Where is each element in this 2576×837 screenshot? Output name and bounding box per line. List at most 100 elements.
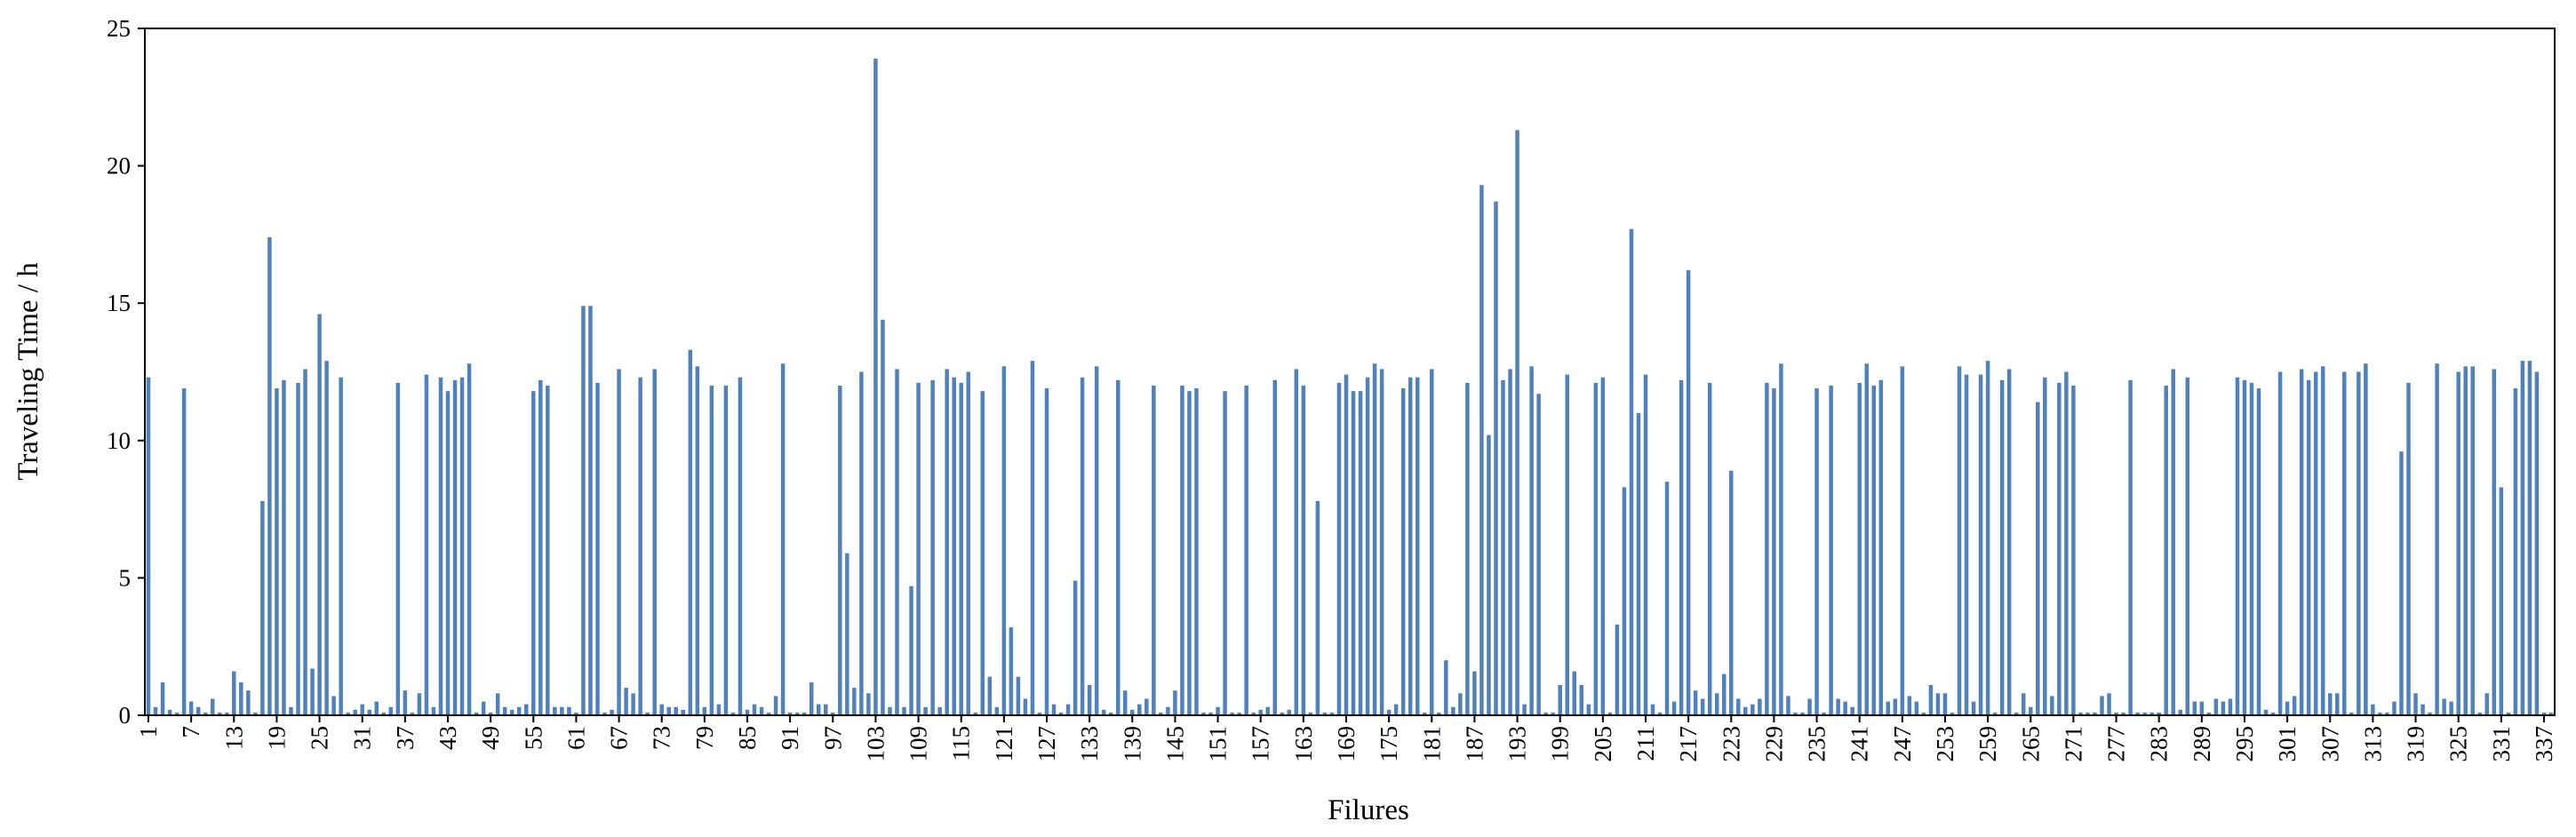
- x-tick-label: 181: [1418, 726, 1445, 762]
- bar: [602, 712, 607, 715]
- bar: [1358, 391, 1363, 715]
- bar: [738, 377, 743, 715]
- bar: [438, 377, 443, 715]
- x-tick-label: 61: [562, 726, 589, 750]
- bar: [1487, 434, 1491, 715]
- bar: [2149, 712, 2154, 715]
- bar: [388, 706, 394, 715]
- bar: [1415, 377, 1420, 715]
- bar: [488, 712, 493, 715]
- bar: [2256, 388, 2261, 715]
- bar: [2399, 451, 2404, 715]
- bar: [2036, 402, 2040, 715]
- bar: [2392, 701, 2397, 715]
- x-tick-label: 49: [477, 726, 504, 750]
- bar: [1223, 391, 1227, 715]
- bar: [2463, 366, 2468, 715]
- bar: [2385, 712, 2389, 715]
- bar: [1101, 709, 1106, 715]
- bar: [2285, 701, 2290, 715]
- x-tick-label: 85: [734, 726, 761, 750]
- bar: [1928, 684, 1934, 715]
- bar: [2484, 693, 2490, 715]
- bar: [232, 671, 236, 715]
- bar: [218, 712, 222, 715]
- bar: [403, 690, 408, 715]
- bar: [2413, 693, 2418, 715]
- bar: [1622, 487, 1627, 715]
- bar: [1921, 712, 1926, 715]
- bar: [1600, 377, 1606, 715]
- bar: [945, 369, 949, 715]
- bar: [831, 712, 835, 715]
- bar: [1094, 366, 1099, 715]
- bar: [2014, 712, 2019, 715]
- bar: [2171, 369, 2175, 715]
- bar: [1751, 704, 1755, 715]
- bar: [1536, 394, 1541, 715]
- bar: [1408, 377, 1413, 715]
- bar: [538, 379, 543, 715]
- x-tick-label: 289: [2189, 726, 2215, 762]
- bar: [1372, 363, 1377, 715]
- bar: [1301, 385, 1306, 715]
- bar: [2328, 693, 2333, 715]
- bar: [617, 369, 621, 715]
- bar: [2185, 377, 2190, 715]
- bar: [2277, 371, 2283, 715]
- x-tick-label: 241: [1846, 726, 1873, 762]
- bar: [310, 668, 315, 715]
- bar: [652, 369, 657, 715]
- bar: [410, 712, 415, 715]
- bar: [1643, 374, 1648, 715]
- bar: [1515, 130, 1519, 716]
- bar: [2435, 363, 2439, 715]
- x-tick-label: 55: [520, 726, 546, 750]
- bar: [2006, 369, 2012, 715]
- x-tick-label: 295: [2231, 726, 2258, 762]
- bar: [2249, 382, 2254, 715]
- bar: [253, 712, 258, 715]
- x-tick-label: 205: [1590, 726, 1616, 762]
- bar: [987, 676, 993, 715]
- bar: [167, 709, 172, 715]
- y-tick-label: 5: [119, 564, 132, 591]
- bar: [1686, 270, 1691, 715]
- bar: [2306, 379, 2311, 715]
- bar: [1565, 374, 1569, 715]
- bar: [716, 704, 722, 715]
- x-tick-label: 259: [1974, 726, 2001, 762]
- bar: [2299, 369, 2304, 715]
- bar: [1650, 704, 1655, 715]
- bar: [1964, 374, 1969, 715]
- bar: [546, 385, 550, 715]
- bar: [1344, 374, 1349, 715]
- bar: [1208, 712, 1213, 715]
- bar: [702, 706, 707, 715]
- x-tick-label: 19: [263, 726, 290, 750]
- bar: [1058, 712, 1064, 715]
- bar: [780, 363, 786, 715]
- x-tick-label: 91: [777, 726, 803, 750]
- x-tick-label: 145: [1161, 726, 1188, 762]
- bar: [445, 391, 451, 715]
- bar: [1051, 704, 1057, 715]
- bar: [2499, 487, 2504, 715]
- bar: [324, 361, 329, 715]
- bar: [2157, 712, 2161, 715]
- bar: [1765, 382, 1769, 715]
- x-tick-label: 13: [220, 726, 247, 750]
- y-tick-label: 10: [107, 427, 131, 454]
- bar: [1444, 660, 1448, 715]
- bar: [2449, 701, 2453, 715]
- bar: [1386, 709, 1392, 715]
- bar: [1123, 690, 1128, 715]
- x-tick-label: 307: [2317, 726, 2343, 762]
- bar: [2128, 379, 2133, 715]
- bar: [645, 712, 650, 715]
- x-tick-label: 331: [2488, 726, 2515, 762]
- bar: [1023, 698, 1028, 715]
- bar: [282, 379, 286, 715]
- bar: [2057, 382, 2062, 715]
- bar: [1315, 500, 1320, 715]
